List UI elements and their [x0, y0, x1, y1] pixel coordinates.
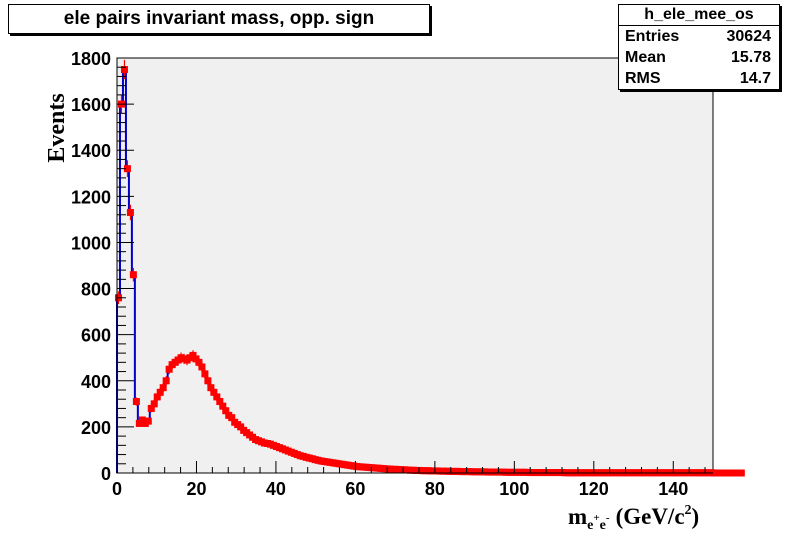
- stats-rms-row: RMS 14.7: [619, 68, 779, 89]
- data-point: [129, 267, 137, 282]
- y-tick-label: 1400: [71, 141, 111, 161]
- tick-label-layer: 0 20 40 60 80 100 120 1400200400600800100012001…: [71, 49, 688, 499]
- data-point: [737, 469, 745, 477]
- data-point: [162, 376, 170, 386]
- stats-box: h_ele_mee_os Entries 30624 Mean 15.78 RM…: [618, 4, 780, 90]
- x-axis-title-main: m: [568, 504, 587, 529]
- x-axis-title-units: (GeV/c: [616, 504, 685, 529]
- x-tick-label: 20: [186, 479, 206, 499]
- data-point: [132, 397, 140, 406]
- x-tick-label: 120: [579, 479, 609, 499]
- data-point: [159, 383, 167, 393]
- y-tick-label: 1200: [71, 187, 111, 207]
- x-axis-title: me+e- (GeV/c2): [568, 503, 699, 533]
- data-point: [144, 417, 152, 425]
- stats-entries-label: Entries: [625, 28, 680, 45]
- y-axis-title: Events: [44, 93, 70, 162]
- stats-mean-value: 15.78: [730, 49, 771, 66]
- y-tick-label: 400: [81, 372, 111, 392]
- plot-frame: [116, 57, 714, 474]
- y-tick-label: 200: [81, 418, 111, 438]
- data-point: [126, 204, 134, 221]
- stats-rms-label: RMS: [625, 70, 661, 87]
- data-point: [198, 361, 206, 372]
- x-tick-label: 60: [345, 479, 365, 499]
- stats-mean-row: Mean 15.78: [619, 47, 779, 68]
- stats-entries-value: 30624: [726, 28, 772, 45]
- y-tick-label: 800: [81, 280, 111, 300]
- x-axis-title-sub: e: [587, 518, 593, 533]
- y-tick-label: 1000: [71, 233, 111, 253]
- stats-rms-value: 14.7: [739, 70, 771, 87]
- stats-mean-label: Mean: [625, 49, 666, 66]
- y-tick-label: 1800: [71, 49, 111, 69]
- y-tick-label: 1600: [71, 95, 111, 115]
- y-tick-label: 600: [81, 326, 111, 346]
- x-axis-title-sup1: +: [593, 512, 599, 524]
- chart-title: ele pairs invariant mass, opp. sign: [8, 4, 430, 34]
- x-tick-label: 80: [425, 479, 445, 499]
- stats-histogram-name: h_ele_mee_os: [619, 5, 779, 26]
- x-tick-label: 40: [266, 479, 286, 499]
- x-axis-title-close: ): [692, 504, 700, 529]
- data-point: [201, 369, 209, 379]
- x-tick-label: 140: [658, 479, 688, 499]
- data-point: [204, 376, 212, 386]
- data-point: [150, 399, 158, 408]
- x-tick-label: 0: [112, 479, 122, 499]
- x-axis-title-units-sup: 2: [685, 503, 692, 518]
- axis-layer: [116, 57, 713, 474]
- data-point: [123, 160, 131, 178]
- y-tick-label: 0: [101, 464, 111, 484]
- stats-entries-row: Entries 30624: [619, 26, 779, 47]
- x-axis-title-sup2: -: [606, 512, 610, 524]
- x-tick-label: 100: [499, 479, 529, 499]
- x-axis-title-sub2: e: [600, 518, 606, 533]
